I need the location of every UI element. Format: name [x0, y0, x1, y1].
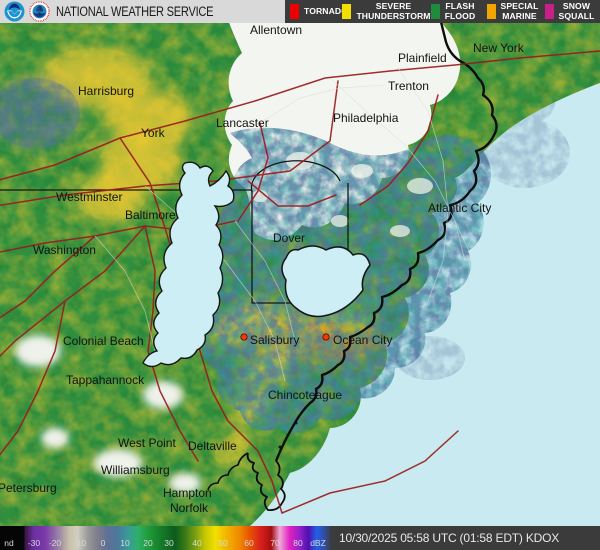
svg-text:Colonial Beach: Colonial Beach	[63, 334, 144, 348]
svg-text:Atlantic City: Atlantic City	[428, 201, 491, 215]
svg-text:Williamsburg: Williamsburg	[101, 463, 170, 477]
svg-text:Allentown: Allentown	[250, 23, 302, 37]
svg-text:Petersburg: Petersburg	[0, 481, 57, 495]
svg-text:Deltaville: Deltaville	[188, 439, 237, 453]
svg-text:Tappahannock: Tappahannock	[66, 373, 145, 387]
svg-text:York: York	[141, 126, 166, 140]
svg-text:Hampton: Hampton	[163, 486, 212, 500]
svg-text:Baltimore: Baltimore	[125, 208, 176, 222]
svg-text:Plainfield: Plainfield	[398, 51, 447, 65]
svg-text:Lancaster: Lancaster	[216, 116, 269, 130]
svg-text:Chincoteague: Chincoteague	[268, 388, 342, 402]
svg-text:Harrisburg: Harrisburg	[78, 84, 134, 98]
svg-text:Westminster: Westminster	[56, 190, 122, 204]
svg-text:Philadelphia: Philadelphia	[333, 111, 399, 125]
svg-text:Ocean City: Ocean City	[333, 333, 392, 347]
svg-text:Dover: Dover	[273, 231, 305, 245]
svg-text:New York: New York	[473, 41, 525, 55]
svg-text:Trenton: Trenton	[388, 79, 429, 93]
svg-text:Washington: Washington	[33, 243, 96, 257]
svg-text:Norfolk: Norfolk	[170, 501, 209, 515]
svg-text:Salisbury: Salisbury	[250, 333, 299, 347]
svg-text:West Point: West Point	[118, 436, 176, 450]
